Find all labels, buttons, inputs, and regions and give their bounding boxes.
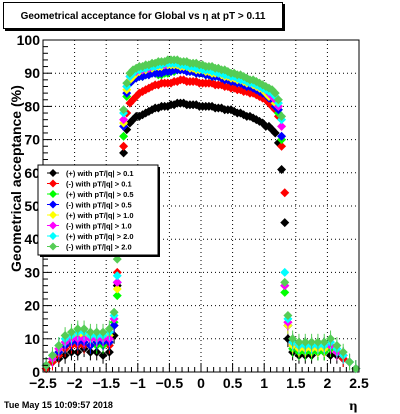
- data-point: [300, 337, 310, 347]
- data-point: [119, 141, 129, 151]
- y-tick-label: 20: [24, 298, 40, 314]
- data-point: [92, 327, 102, 337]
- y-tick-label: 100: [17, 32, 41, 48]
- data-point: [112, 284, 122, 294]
- axes: 0 10 20 30 40 50 60 70 80 90 100 −2.5 −2 −1.5 −1 −0.5 0 0…: [17, 32, 369, 391]
- data-point: [338, 347, 348, 357]
- data-point: [270, 128, 280, 138]
- data-point: [288, 334, 298, 344]
- x-tick-label: 2.5: [349, 375, 369, 391]
- x-tick-label: −1: [130, 375, 146, 391]
- timestamp-footer: Tue May 15 10:09:57 2018: [4, 400, 113, 410]
- data-point: [73, 324, 83, 334]
- chart-title-box: Geometrical acceptance for Global vs η a…: [3, 2, 283, 29]
- data-point: [277, 131, 287, 141]
- data-point: [112, 277, 122, 287]
- legend: (+) with pT/|q| > 0.1 (-) with pT/|q| > 0…: [37, 164, 160, 257]
- legend-label: (-) with pT/|q| > 0.1: [66, 180, 132, 189]
- legend-label: (+) with pT/|q| > 0.5: [66, 190, 134, 199]
- chart-title: Geometrical acceptance for Global vs η a…: [20, 11, 266, 22]
- legend-label: (+) with pT/|q| > 2.0: [66, 232, 134, 241]
- data-point: [112, 271, 122, 281]
- data-point: [66, 327, 76, 337]
- legend-label: (+) with pT/|q| > 0.1: [66, 169, 134, 178]
- data-point: [119, 105, 129, 115]
- data-point: [248, 75, 258, 85]
- data-point: [332, 340, 342, 350]
- x-tick-label: 1.5: [286, 375, 306, 391]
- legend-label: (-) with pT/|q| > 2.0: [66, 243, 132, 252]
- data-point: [60, 330, 70, 340]
- x-tick-label: −2: [67, 375, 83, 391]
- data-point: [248, 88, 258, 98]
- data-point: [264, 121, 274, 131]
- x-tick-label: 1: [260, 375, 268, 391]
- data-point: [104, 324, 114, 334]
- data-point: [294, 337, 304, 347]
- y-tick-label: 60: [24, 165, 40, 181]
- x-axis-label: η: [349, 399, 358, 413]
- y-tick-label: 30: [24, 264, 40, 280]
- data-point: [280, 267, 290, 277]
- legend-box: [37, 164, 159, 256]
- data-point: [98, 350, 108, 360]
- y-tick-label: 10: [24, 331, 40, 347]
- data-point: [138, 62, 148, 72]
- data-point: [79, 324, 89, 334]
- x-tick-label: −0.5: [156, 375, 184, 391]
- data-point: [307, 337, 317, 347]
- data-point: [122, 78, 132, 88]
- data-point: [119, 131, 129, 141]
- data-point: [277, 111, 287, 121]
- data-point: [270, 88, 280, 98]
- data-point: [351, 364, 361, 374]
- series-8: [41, 55, 361, 374]
- y-tick-label: 90: [24, 65, 40, 81]
- data-point: [248, 113, 258, 123]
- data-point: [277, 121, 287, 131]
- y-tick-label: 0: [32, 364, 40, 380]
- y-axis-label-wrap: Geometrical acceptance (%): [8, 50, 24, 272]
- data-point: [277, 164, 287, 174]
- x-tick-label: 0.5: [223, 375, 243, 391]
- data-point: [345, 357, 355, 367]
- data-point: [313, 337, 323, 347]
- data-point: [98, 327, 108, 337]
- x-tick-label: 0: [197, 375, 205, 391]
- data-point: [280, 287, 290, 297]
- data-point: [85, 327, 95, 337]
- data-point: [280, 277, 290, 287]
- y-tick-label: 70: [24, 132, 40, 148]
- data-point: [54, 340, 64, 350]
- data-point: [326, 334, 336, 344]
- legend-label: (-) with pT/|q| > 1.0: [66, 222, 132, 231]
- y-tick-label: 50: [24, 198, 40, 214]
- x-tick-label: −2.5: [29, 375, 57, 391]
- series-layer: [41, 55, 361, 374]
- y-axis-label: Geometrical acceptance (%): [8, 85, 24, 272]
- data-point: [109, 307, 119, 317]
- data-point: [280, 188, 290, 198]
- x-tick-label: 2: [324, 375, 332, 391]
- y-tick-label: 80: [24, 98, 40, 114]
- data-point: [119, 115, 129, 125]
- data-point: [319, 337, 329, 347]
- data-point: [112, 291, 122, 301]
- data-point: [283, 311, 293, 321]
- y-tick-label: 40: [24, 231, 40, 247]
- x-tick-label: −1.5: [92, 375, 120, 391]
- data-point: [277, 141, 287, 151]
- legend-label: (-) with pT/|q| > 0.5: [66, 201, 132, 210]
- data-point: [273, 95, 283, 105]
- data-point: [280, 218, 290, 228]
- data-point: [47, 350, 57, 360]
- legend-label: (+) with pT/|q| > 1.0: [66, 211, 134, 220]
- data-point: [119, 148, 129, 158]
